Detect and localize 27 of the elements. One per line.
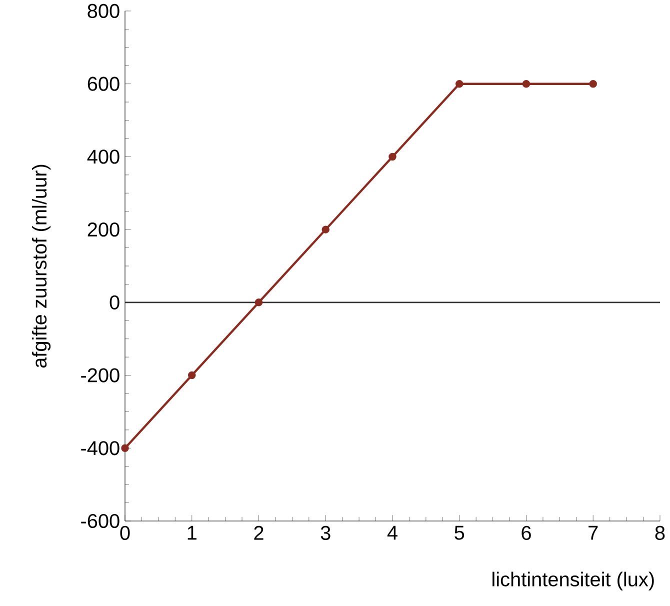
x-tick-label: 5 bbox=[454, 526, 464, 540]
y-tick-label: 400 bbox=[87, 150, 120, 164]
y-tick-label: -600 bbox=[81, 514, 120, 528]
point bbox=[388, 152, 396, 161]
point bbox=[188, 371, 196, 380]
x-tick-label: 2 bbox=[254, 526, 264, 540]
x-tick-label: 0 bbox=[120, 526, 130, 540]
y-axis-title: afgifte zuurstof (ml/uur) bbox=[32, 164, 51, 368]
point bbox=[322, 226, 330, 234]
y-tick-label: 0 bbox=[110, 295, 120, 310]
point bbox=[589, 80, 597, 88]
y-tick-label: -200 bbox=[81, 368, 120, 382]
x-tick-label: 4 bbox=[387, 526, 398, 540]
x-tick-label: 8 bbox=[655, 526, 665, 540]
point bbox=[121, 444, 129, 452]
y-tick-label: 200 bbox=[88, 222, 120, 237]
x-tick-label: 7 bbox=[588, 526, 598, 540]
x-tick-label: 1 bbox=[188, 526, 196, 540]
point bbox=[254, 298, 263, 306]
x-tick-label: 6 bbox=[522, 526, 531, 540]
point bbox=[522, 80, 530, 88]
y-tick-label: 600 bbox=[88, 76, 120, 91]
x-tick-label: 3 bbox=[320, 526, 330, 540]
y-tick-label: 800 bbox=[88, 4, 120, 18]
point bbox=[455, 80, 464, 88]
x-axis-title: lichtintensiteit (lux) bbox=[492, 572, 654, 590]
y-tick-label: -400 bbox=[81, 441, 120, 456]
